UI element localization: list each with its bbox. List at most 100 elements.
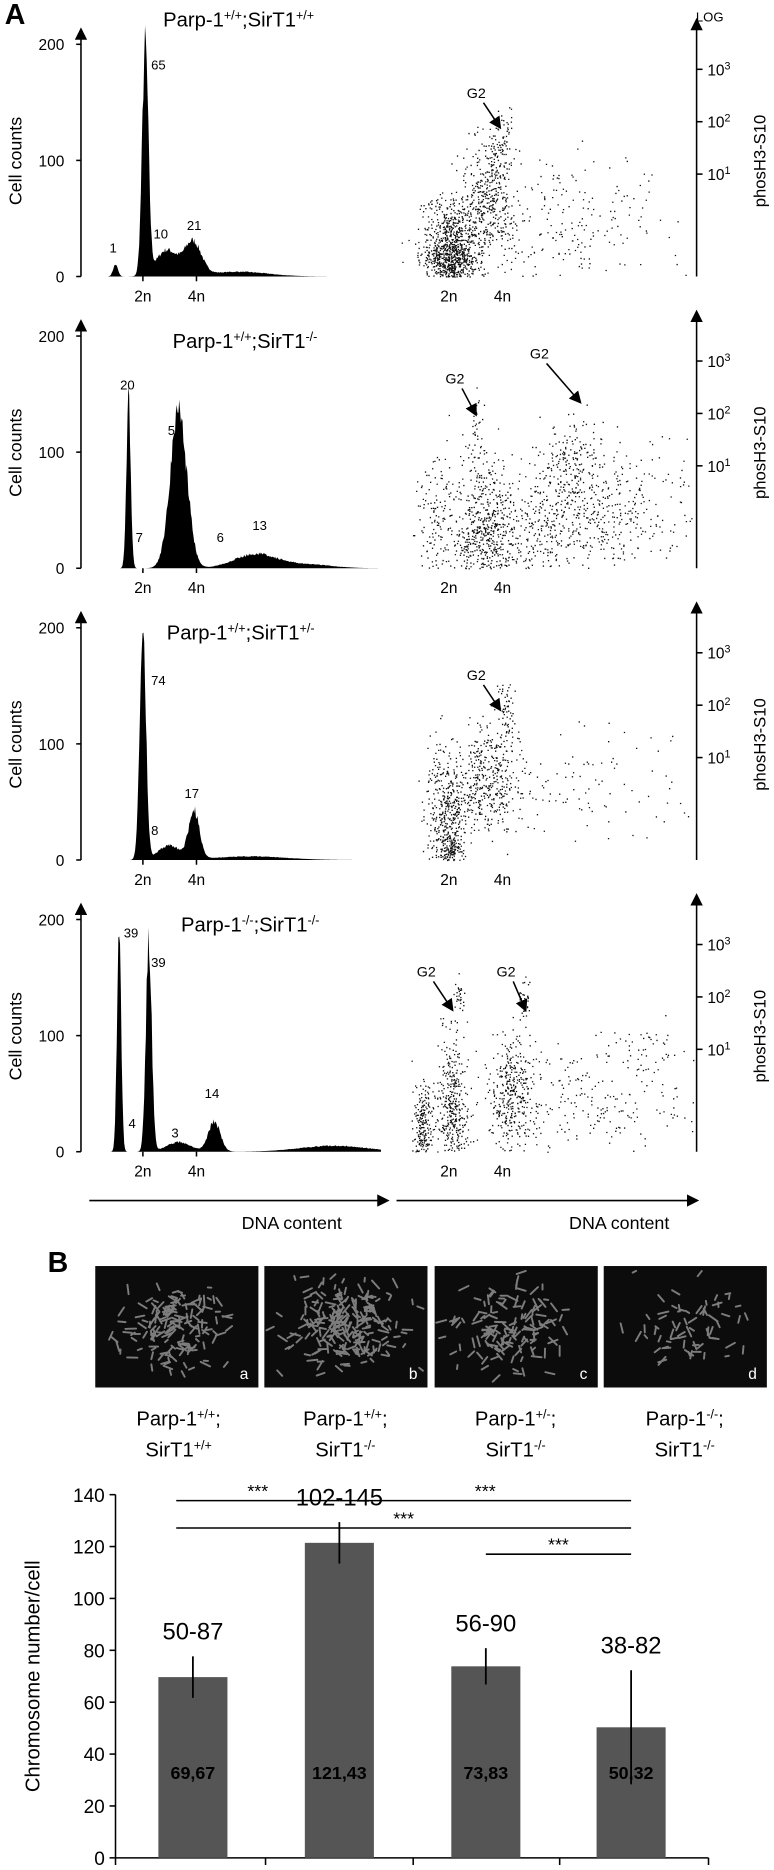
y-tick-label: 100 bbox=[38, 737, 64, 754]
text-part: Parp-1 bbox=[136, 1409, 197, 1431]
peak-label: 21 bbox=[187, 218, 202, 233]
annotation: G2 bbox=[530, 347, 549, 363]
x-tick-label: 4n bbox=[188, 580, 205, 597]
annotation: G2 bbox=[417, 965, 436, 981]
superscript: +/+ bbox=[296, 8, 314, 22]
annotation-arrow bbox=[545, 362, 582, 404]
peak-label: 13 bbox=[252, 518, 267, 533]
text-part: ;SirT1 bbox=[242, 9, 296, 31]
peak-label: 1 bbox=[109, 241, 116, 256]
significance-label: *** bbox=[475, 1481, 496, 1501]
histogram-shape bbox=[83, 632, 382, 860]
genotype-title: Parp-1+/+;SirT1-/- bbox=[173, 330, 318, 353]
y-axis-label: Cell counts bbox=[5, 117, 25, 205]
x-tick-label: 2n bbox=[134, 289, 151, 306]
peak-label: 65 bbox=[151, 57, 166, 72]
superscript: -/- bbox=[308, 913, 320, 927]
genotype-label: SirT1+/+ bbox=[145, 1439, 211, 1462]
annotation: G2 bbox=[445, 372, 464, 388]
y-tick-label: 100 bbox=[38, 1029, 64, 1046]
y-tick-label: 60 bbox=[84, 1693, 105, 1714]
text-part: 10 bbox=[707, 698, 724, 715]
peak-label: 10 bbox=[153, 226, 168, 241]
text-part: ; bbox=[215, 1409, 221, 1431]
superscript: +/+ bbox=[233, 330, 251, 344]
y-tick-label: 80 bbox=[84, 1641, 105, 1662]
chromosomes bbox=[265, 1273, 425, 1377]
y-tick-label: 100 bbox=[38, 153, 64, 170]
chromosomes bbox=[619, 1269, 749, 1366]
text-part: ;SirT1 bbox=[252, 331, 306, 353]
text-part: SirT1 bbox=[655, 1440, 703, 1462]
x-tick-label: 2n bbox=[440, 872, 457, 889]
superscript: -/- bbox=[706, 1408, 718, 1422]
annotation: G2 bbox=[467, 668, 486, 684]
superscript: 1 bbox=[725, 457, 731, 469]
x-tick-label: 4n bbox=[188, 289, 205, 306]
range-label: 38-82 bbox=[601, 1633, 662, 1660]
genotype-label: Parp-1+/+; bbox=[303, 1408, 387, 1431]
scale-note: LOG bbox=[696, 10, 724, 25]
image-letter: a bbox=[240, 1366, 249, 1383]
image-letter: c bbox=[580, 1366, 588, 1383]
genotype-label: SirT1-/- bbox=[486, 1439, 546, 1462]
peak-label: 74 bbox=[151, 673, 166, 688]
y-tick-label: 200 bbox=[38, 329, 64, 346]
superscript: +/+ bbox=[364, 1408, 382, 1422]
y-tick-label: 102 bbox=[707, 696, 730, 715]
y-tick-label: 140 bbox=[73, 1486, 105, 1507]
scatter-dots bbox=[412, 387, 693, 570]
y-tick-label: 103 bbox=[707, 644, 730, 663]
annotation: G2 bbox=[497, 965, 516, 981]
superscript: 3 bbox=[725, 935, 731, 947]
y-tick-label: 100 bbox=[73, 1590, 105, 1611]
y-axis-label: phosH3-S10 bbox=[751, 406, 770, 499]
superscript: +/- bbox=[536, 1408, 551, 1422]
superscript: 1 bbox=[725, 749, 731, 761]
x-tick-label: 2n bbox=[440, 289, 457, 306]
superscript: -/- bbox=[534, 1439, 546, 1453]
text-part: Parp-1 bbox=[303, 1409, 364, 1431]
y-tick-label: 0 bbox=[56, 561, 65, 578]
x-tick-label: 2n bbox=[440, 580, 457, 597]
bar bbox=[158, 1677, 228, 1858]
y-tick-label: 102 bbox=[707, 113, 730, 132]
range-label: 102-145 bbox=[296, 1484, 383, 1511]
significance-label: *** bbox=[393, 1508, 414, 1528]
superscript: +/+ bbox=[197, 1408, 215, 1422]
annotation-arrow bbox=[482, 684, 502, 712]
genotype-label: SirT1-/- bbox=[655, 1439, 715, 1462]
chromosomes bbox=[108, 1282, 234, 1378]
text-part: ;SirT1 bbox=[246, 623, 300, 645]
y-axis-label: phosH3-S10 bbox=[751, 115, 770, 208]
peak-label: 14 bbox=[205, 1086, 220, 1101]
y-axis-label: Cell counts bbox=[5, 992, 25, 1080]
x-tick-label: 4n bbox=[188, 872, 205, 889]
x-tick-label: 4n bbox=[494, 580, 511, 597]
superscript: +/+ bbox=[194, 1439, 212, 1453]
text-part: ; bbox=[718, 1409, 724, 1431]
superscript: 1 bbox=[725, 165, 731, 177]
text-part: 10 bbox=[707, 990, 724, 1007]
text-part: 10 bbox=[707, 1042, 724, 1059]
value-label: 50,32 bbox=[609, 1763, 654, 1783]
superscript: 2 bbox=[725, 404, 731, 416]
peak-label: 6 bbox=[217, 530, 224, 545]
peak-label: 4 bbox=[129, 1116, 136, 1131]
peak-label: 20 bbox=[120, 378, 135, 393]
text-part: SirT1 bbox=[486, 1440, 534, 1462]
genotype-label: SirT1-/- bbox=[315, 1439, 375, 1462]
superscript: 2 bbox=[725, 988, 731, 1000]
peak-label: 8 bbox=[151, 823, 158, 838]
x-tick-label: 2n bbox=[134, 580, 151, 597]
y-axis-label: Chromosome number/cell bbox=[22, 1560, 44, 1792]
superscript: 1 bbox=[725, 1040, 731, 1052]
histogram-shape bbox=[83, 386, 382, 569]
genotype-title: Parp-1-/-;SirT1-/- bbox=[181, 913, 319, 936]
x-tick-label: 4n bbox=[188, 1164, 205, 1181]
x-tick-label: 4n bbox=[494, 1164, 511, 1181]
y-axis-label: Cell counts bbox=[5, 409, 25, 497]
peak-label: 55 bbox=[168, 423, 183, 438]
annotation: G2 bbox=[467, 86, 486, 102]
